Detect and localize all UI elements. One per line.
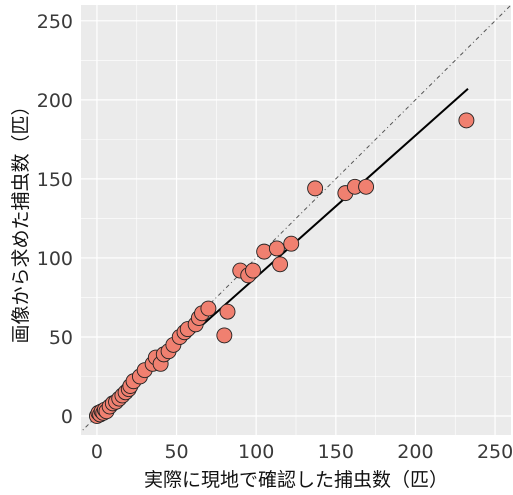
x-tick-label: 250 [477,441,513,463]
data-point [272,256,289,273]
y-axis-title: 画像から求めた捕虫数（匹） [10,96,32,343]
y-tick-label: 100 [37,248,73,270]
data-points [88,112,475,424]
x-tick-label: 150 [318,441,354,463]
y-tick-label: 50 [49,327,73,349]
data-point [283,235,300,252]
grid-lines [81,5,511,435]
data-point [358,178,375,195]
x-tick-labels: 0 50 100 150 200 250 [91,441,513,463]
x-tick-label: 100 [238,441,274,463]
y-tick-labels: 0 50 100 150 200 250 [37,11,73,428]
y-tick-label: 150 [37,169,73,191]
x-tick-label: 200 [397,441,433,463]
data-point [219,303,236,320]
x-axis-title: 実際に現地で確認した捕虫数（匹） [144,469,448,491]
data-point [458,112,475,129]
data-point [245,262,261,279]
data-point [200,300,217,317]
x-tick-label: 50 [164,441,188,463]
data-point [268,240,285,257]
y-tick-label: 0 [61,406,73,428]
data-point [216,327,233,344]
y-tick-label: 200 [37,90,73,112]
y-tick-label: 250 [37,11,73,33]
x-tick-label: 0 [91,441,103,463]
data-point [307,180,324,197]
